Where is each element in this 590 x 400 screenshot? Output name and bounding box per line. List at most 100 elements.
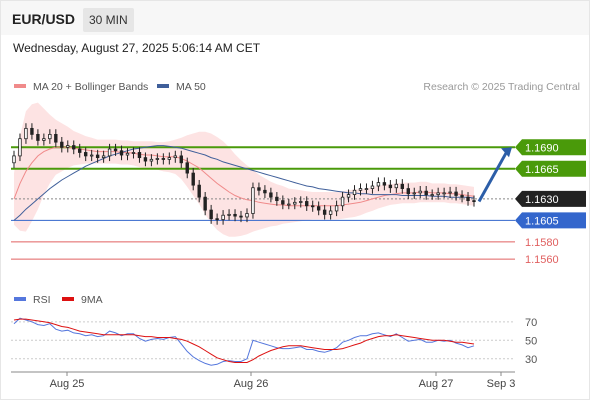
candle-body bbox=[173, 155, 177, 159]
candle-body bbox=[18, 138, 22, 157]
candle-body bbox=[107, 148, 112, 157]
candle-body bbox=[281, 200, 285, 205]
candle-body bbox=[263, 189, 267, 194]
candle-body bbox=[54, 133, 58, 143]
candle-body bbox=[364, 188, 369, 190]
candle-body bbox=[346, 194, 351, 198]
candle-body bbox=[287, 203, 291, 206]
candle-body bbox=[185, 162, 189, 174]
candle-body bbox=[161, 158, 166, 160]
level-label-1.1580: 1.1580 bbox=[525, 237, 559, 249]
candle-body bbox=[149, 158, 154, 162]
candle-body bbox=[352, 189, 357, 196]
candle-body bbox=[24, 127, 28, 140]
candle-body bbox=[227, 213, 231, 216]
symbol-title: EUR/USD bbox=[12, 11, 76, 27]
time-label-1: Aug 26 bbox=[234, 378, 269, 390]
level-tag-1.1630 bbox=[515, 190, 586, 207]
candle-body bbox=[448, 191, 452, 194]
candle-body bbox=[113, 148, 118, 152]
candle-body bbox=[376, 182, 381, 187]
candle-body bbox=[167, 157, 172, 160]
candle-body bbox=[269, 192, 273, 198]
candle-body bbox=[406, 188, 410, 195]
level-tag-1.1690 bbox=[515, 139, 586, 156]
candle-body bbox=[340, 196, 345, 207]
rsi-ma-line bbox=[13, 318, 475, 363]
level-label-1.1630: 1.1630 bbox=[525, 194, 559, 206]
candle-body bbox=[143, 157, 148, 162]
candle-body bbox=[137, 152, 142, 159]
candle-body bbox=[328, 210, 333, 215]
header-bar: EUR/USD 30 MIN bbox=[1, 1, 589, 35]
level-tag-1.1665 bbox=[515, 160, 586, 177]
candle-body bbox=[209, 209, 213, 220]
candle-body bbox=[78, 148, 82, 153]
candle-body bbox=[299, 201, 303, 203]
legend-label-0: MA 20 + Bollinger Bands bbox=[33, 81, 148, 93]
candle-body bbox=[48, 133, 52, 140]
candle-body bbox=[131, 152, 136, 154]
candle-body bbox=[382, 182, 387, 186]
candle-body bbox=[119, 150, 124, 156]
candle-body bbox=[125, 152, 130, 156]
level-tag-1.1605 bbox=[515, 212, 586, 229]
rsi-line bbox=[13, 317, 475, 366]
candle-body bbox=[322, 209, 327, 215]
rsi-legend-swatch-0 bbox=[14, 297, 26, 301]
candle-body bbox=[203, 196, 207, 211]
candle-body bbox=[30, 127, 34, 135]
legend-swatch-1 bbox=[157, 84, 169, 88]
ma50-line bbox=[13, 145, 475, 221]
candle-body bbox=[233, 213, 237, 217]
candle-body bbox=[316, 206, 321, 211]
candle-body bbox=[466, 196, 470, 202]
candle-body bbox=[251, 187, 255, 214]
legend-swatch-0 bbox=[14, 84, 26, 88]
candle-body bbox=[460, 195, 464, 198]
candle-body bbox=[197, 184, 201, 198]
level-label-1.1690: 1.1690 bbox=[525, 142, 559, 154]
candle-body bbox=[221, 214, 225, 220]
candle-body bbox=[83, 152, 88, 157]
candle-body bbox=[95, 154, 100, 159]
forecast-arrow-shaft bbox=[477, 150, 509, 203]
candle-body bbox=[418, 190, 422, 194]
candle-body bbox=[60, 141, 64, 148]
candle-body bbox=[358, 188, 363, 191]
candle-body bbox=[442, 192, 446, 195]
rsi-legend-label-1: 9MA bbox=[81, 294, 103, 306]
candle-body bbox=[179, 155, 183, 164]
rsi-tick-30: 30 bbox=[525, 354, 537, 366]
rsi-tick-50: 50 bbox=[525, 335, 537, 347]
level-label-1.1560: 1.1560 bbox=[525, 254, 559, 266]
candle-body bbox=[436, 192, 440, 196]
candle-body bbox=[472, 200, 476, 203]
legend-label-1: MA 50 bbox=[176, 81, 206, 93]
time-label-2: Aug 27 bbox=[419, 378, 454, 390]
level-label-1.1605: 1.1605 bbox=[525, 215, 559, 227]
rsi-panel: RSI 9MA 70 50 30 bbox=[11, 294, 537, 366]
time-axis: Aug 25 Aug 26 Aug 27 Sep 3 bbox=[11, 371, 516, 390]
candle-body bbox=[42, 138, 46, 141]
candle-body bbox=[66, 145, 70, 148]
candle-body bbox=[394, 183, 399, 189]
candle-body bbox=[191, 172, 195, 186]
candle-body bbox=[257, 187, 261, 191]
candle-body bbox=[293, 201, 297, 205]
candle-body bbox=[275, 196, 279, 202]
candle-body bbox=[430, 194, 434, 197]
candle-body bbox=[72, 145, 76, 150]
candle-body bbox=[424, 190, 428, 196]
ma20-line bbox=[13, 146, 475, 207]
candle-body bbox=[245, 213, 249, 218]
candle-body bbox=[412, 192, 416, 195]
timeframe-badge[interactable]: 30 MIN bbox=[83, 8, 134, 32]
price-panel: MA 20 + Bollinger Bands MA 50 Research © 2… bbox=[11, 81, 586, 266]
candle-body bbox=[388, 184, 393, 189]
candle-body bbox=[305, 201, 309, 207]
candle-body bbox=[215, 218, 219, 221]
forecast-arrow-head bbox=[501, 147, 512, 158]
time-label-3: Sep 3 bbox=[487, 378, 516, 390]
